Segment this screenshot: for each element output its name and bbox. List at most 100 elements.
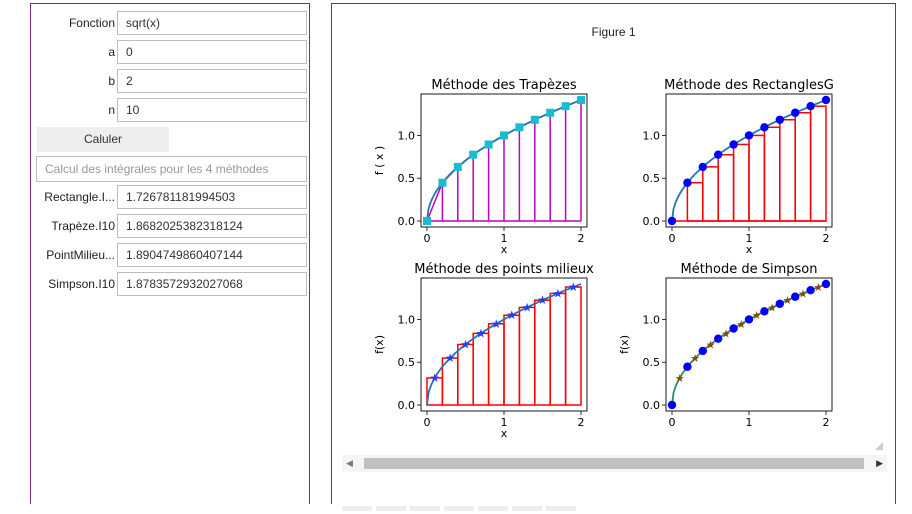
x-tick-label: 2 <box>823 232 830 245</box>
rectangle-marker <box>698 162 707 172</box>
rectangle-marker <box>791 108 800 117</box>
simpson-midpoint-marker: ★ <box>767 301 777 314</box>
rectangle-output[interactable]: 1.72678118199450​3 <box>117 185 307 209</box>
toolbar-button[interactable] <box>376 506 406 511</box>
rectangle-bar <box>717 153 735 222</box>
x-tick-label: 0 <box>669 232 676 245</box>
simpson-midpoint-marker: ★ <box>752 309 762 322</box>
rectangle-marker <box>821 95 831 105</box>
y-tick-label: 0.5 <box>643 172 661 185</box>
rectangle-bar <box>686 181 704 222</box>
simpson-node-marker <box>744 315 754 324</box>
midpoint-bar <box>472 332 490 406</box>
b-row: b 2 <box>31 69 311 93</box>
trapeze-marker <box>484 140 493 149</box>
midpoint-bar <box>549 292 567 406</box>
simpson-node-marker <box>667 400 677 410</box>
rectangle-marker <box>775 115 784 124</box>
trapeze-marker <box>453 162 462 171</box>
midpoint-marker: ★ <box>537 293 548 307</box>
form-panel: Fonction sqrt(x) a 0 b 2 n 10 Caluler Ca… <box>30 3 310 504</box>
y-tick-label: 0.0 <box>643 215 661 228</box>
x-tick-label: 0 <box>424 416 431 429</box>
y-axis-label: f ( x ) <box>373 146 386 175</box>
y-tick-label: 1.0 <box>643 313 661 326</box>
rectangle-marker <box>806 101 815 111</box>
rectangle-marker <box>683 178 692 187</box>
toolbar-button[interactable] <box>512 506 542 511</box>
x-tick-label: 1 <box>501 416 508 429</box>
rectangle-marker <box>744 131 754 140</box>
simpson-output[interactable]: 1.8783572932027068 <box>117 272 307 296</box>
rectangle-marker <box>760 123 769 132</box>
midpoint-marker: ★ <box>460 338 471 352</box>
simpson-midpoint-marker: ★ <box>690 352 700 365</box>
fonction-row: Fonction sqrt(x) <box>31 11 311 35</box>
y-tick-label: 0.5 <box>398 356 416 369</box>
simpson-label: Simpson.I10 <box>48 277 115 291</box>
n-input[interactable]: 10 <box>117 98 307 122</box>
simpson-node-marker <box>791 292 800 301</box>
horizontal-scrollbar[interactable]: ◀ ▶ <box>342 455 887 472</box>
fonction-input[interactable]: sqrt(x) <box>117 11 307 35</box>
simpson-midpoint-marker: ★ <box>736 318 746 331</box>
x-axis-label: x <box>746 243 753 256</box>
function-curve <box>671 283 827 406</box>
scroll-thumb[interactable] <box>364 458 864 469</box>
scroll-left-icon[interactable]: ◀ <box>346 458 353 468</box>
midpoint-marker: ★ <box>429 371 440 385</box>
trapeze-output[interactable]: 1.8682025382318124 <box>117 214 307 238</box>
simpson-node-marker <box>760 307 769 316</box>
calculer-button[interactable]: Caluler <box>37 127 169 152</box>
fonction-label: Fonction <box>68 16 115 30</box>
a-input[interactable]: 0 <box>117 40 307 64</box>
midpoint-bar <box>518 306 536 406</box>
midpoint-bar <box>503 314 521 406</box>
trapeze-marker <box>546 108 555 117</box>
y-tick-label: 0.5 <box>398 172 416 185</box>
x-axis-label: x <box>501 243 508 256</box>
figure-panel: Figure 1 0 1 2 0.0 0.5 1.0 Méthode des Trapèze… <box>331 3 896 511</box>
simpson-midpoint-marker: ★ <box>721 327 731 340</box>
midpoint-bar <box>534 299 551 406</box>
rectangle-marker <box>714 150 723 159</box>
midpoint-bar <box>487 323 505 406</box>
midpoint-marker: ★ <box>553 286 564 300</box>
trapeze-marker <box>500 131 508 140</box>
y-tick-label: 0.0 <box>398 215 416 228</box>
simpson-node-marker <box>806 285 815 295</box>
rectangle-bar <box>794 112 812 222</box>
toolbar-button[interactable] <box>546 506 576 511</box>
pointmilieu-output[interactable]: 1.8904749860407144 <box>117 243 307 267</box>
a-row: a 0 <box>31 40 311 64</box>
rectangle-bar <box>748 134 766 222</box>
trapeze-label: Trapèze.I10 <box>51 219 115 233</box>
midpoint-bar <box>564 286 582 406</box>
y-tick-label: 1.0 <box>643 129 661 142</box>
rectangle-bar <box>779 118 796 222</box>
toolbar-button[interactable] <box>410 506 440 511</box>
result-textarea[interactable]: Calcul des intégrales pour les 4 méthode… <box>36 156 307 182</box>
subplot-title: Méthode des points milieux <box>414 262 594 277</box>
toolbar-button[interactable] <box>444 506 474 511</box>
trapeze-row: Trapèze.I10 1.8682025382318124 <box>31 214 311 238</box>
midpoint-marker: ★ <box>522 300 533 314</box>
y-tick-label: 1.0 <box>398 313 416 326</box>
function-curve <box>426 283 582 406</box>
resize-handle-icon[interactable] <box>875 442 883 450</box>
toolbar-button[interactable] <box>478 506 508 511</box>
midpoint-marker: ★ <box>506 308 517 322</box>
trapeze-marker <box>423 217 431 225</box>
x-tick-label: 1 <box>501 232 508 245</box>
simpson-midpoint-marker: ★ <box>706 339 716 352</box>
scroll-right-icon[interactable]: ▶ <box>876 458 883 468</box>
b-input[interactable]: 2 <box>117 69 307 93</box>
simpson-node-marker <box>683 362 692 371</box>
rectangle-marker <box>729 140 738 149</box>
midpoint-marker: ★ <box>476 326 487 340</box>
x-tick-label: 2 <box>578 232 585 245</box>
x-tick-label: 2 <box>823 416 830 429</box>
figure-toolbar <box>342 500 580 511</box>
trapeze-marker <box>469 150 478 159</box>
toolbar-button[interactable] <box>342 506 372 511</box>
